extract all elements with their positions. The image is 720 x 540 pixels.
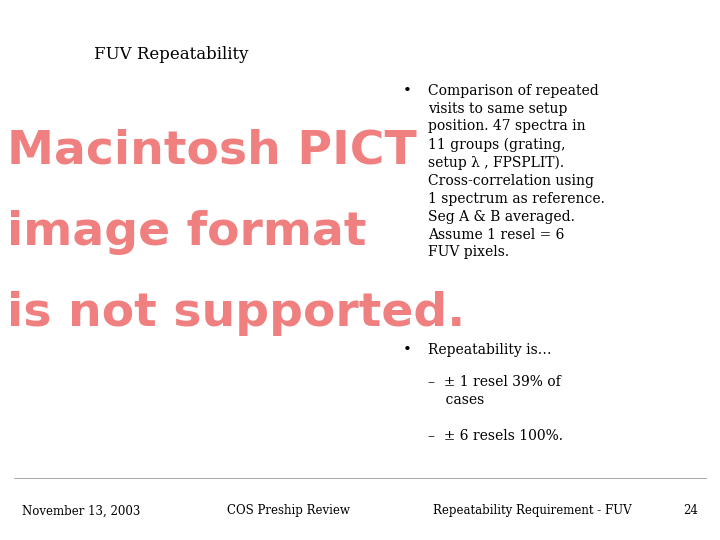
Text: COS Preship Review: COS Preship Review [227,504,349,517]
Text: image format: image format [7,210,366,255]
Text: is not supported.: is not supported. [7,291,465,336]
Text: Macintosh PICT: Macintosh PICT [7,129,417,174]
Text: November 13, 2003: November 13, 2003 [22,504,140,517]
Text: 24: 24 [683,504,698,517]
Text: Comparison of repeated
visits to same setup
position. 47 spectra in
11 groups (g: Comparison of repeated visits to same se… [428,84,606,259]
Text: –  ± 6 resels 100%.: – ± 6 resels 100%. [428,429,563,443]
Text: Repeatability is…: Repeatability is… [428,343,552,357]
Text: •: • [402,343,411,357]
Text: –  ± 1 resel 39% of
    cases: – ± 1 resel 39% of cases [428,375,561,407]
Text: Repeatability Requirement - FUV: Repeatability Requirement - FUV [433,504,632,517]
Text: •: • [402,84,411,98]
Text: FUV Repeatability: FUV Repeatability [94,46,248,63]
